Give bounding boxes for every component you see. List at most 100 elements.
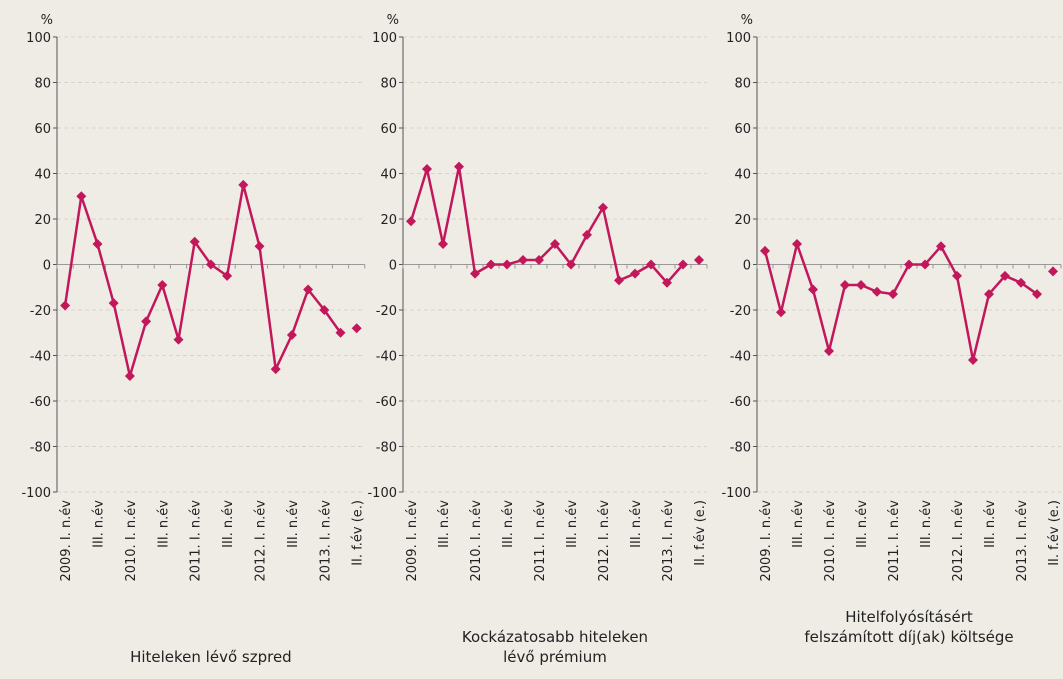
- x-tick-label: 2012. I. n.év: [254, 500, 269, 582]
- marker: [1048, 266, 1058, 277]
- unit-label: %: [387, 13, 399, 28]
- x-tick-label: 2012. I. n.év: [951, 500, 966, 582]
- panel-title: felszámított díj(ak) költsége: [804, 628, 1013, 646]
- y-tick-label: 0: [389, 259, 397, 274]
- y-tick-label: 20: [380, 213, 397, 228]
- y-tick-label: 80: [380, 77, 397, 92]
- marker: [824, 345, 834, 356]
- y-tick-label: -60: [376, 395, 397, 410]
- y-tick-label: 60: [380, 122, 397, 137]
- y-tick-label: 20: [734, 213, 751, 228]
- marker: [351, 323, 362, 334]
- panel-title: Kockázatosabb hiteleken: [462, 628, 648, 646]
- marker: [872, 286, 882, 297]
- marker: [222, 270, 233, 281]
- marker: [984, 289, 994, 300]
- marker: [76, 191, 87, 202]
- marker: [438, 239, 448, 250]
- x-tick-label: III. n.év: [565, 500, 580, 548]
- x-tick-label: III. n.év: [629, 500, 644, 548]
- y-tick-label: -60: [730, 395, 751, 410]
- x-tick-label: III. n.év: [791, 500, 806, 548]
- marker: [776, 307, 786, 318]
- x-tick-label: III. n.év: [286, 500, 301, 548]
- x-tick-label: 2010. I. n.év: [823, 500, 838, 582]
- x-tick-label: II. f.év (e.): [693, 500, 708, 566]
- x-tick-label: 2009. I. n.év: [405, 500, 420, 582]
- x-tick-label: 2011. I. n.év: [189, 500, 204, 582]
- x-tick-label: III. n.év: [92, 500, 107, 548]
- x-tick-label: 2013. I. n.év: [1015, 500, 1030, 582]
- unit-label: %: [741, 13, 753, 28]
- series-line: [63, 184, 342, 381]
- y-tick-label: 0: [743, 259, 751, 274]
- y-tick-label: -60: [30, 395, 51, 410]
- marker: [614, 275, 624, 286]
- marker: [566, 259, 576, 270]
- x-tick-label: 2010. I. n.év: [469, 500, 484, 582]
- x-tick-label: III. n.év: [501, 500, 516, 548]
- y-tick-label: 100: [372, 31, 397, 46]
- marker: [254, 241, 265, 252]
- marker: [856, 279, 866, 290]
- marker: [646, 259, 656, 270]
- marker: [454, 161, 464, 172]
- marker: [840, 279, 850, 290]
- x-tick-label: III. n.év: [437, 500, 452, 548]
- x-tick-label: III. n.év: [156, 500, 171, 548]
- y-tick-label: -80: [730, 441, 751, 456]
- y-tick-label: 60: [34, 122, 51, 137]
- y-tick-label: 20: [34, 213, 51, 228]
- marker: [1032, 289, 1042, 300]
- marker: [968, 355, 978, 366]
- marker: [598, 202, 608, 213]
- y-tick-label: -40: [376, 350, 397, 365]
- x-tick-label: III. n.év: [919, 500, 934, 548]
- marker: [470, 268, 480, 279]
- unit-label: %: [41, 13, 53, 28]
- marker: [270, 364, 281, 375]
- x-tick-label: 2013. I. n.év: [318, 500, 333, 582]
- marker: [936, 241, 946, 252]
- y-tick-label: -80: [30, 441, 51, 456]
- y-tick-label: -100: [21, 486, 51, 501]
- marker: [486, 259, 496, 270]
- marker: [141, 316, 152, 327]
- marker: [422, 163, 432, 174]
- y-tick-label: 100: [26, 31, 51, 46]
- panel-title: Hiteleken lévő szpred: [130, 648, 292, 666]
- y-tick-label: 40: [380, 168, 397, 183]
- x-tick-label: 2012. I. n.év: [597, 500, 612, 582]
- marker: [124, 370, 135, 381]
- y-tick-label: -40: [30, 350, 51, 365]
- marker: [502, 259, 512, 270]
- marker: [904, 259, 914, 270]
- y-tick-label: 100: [726, 31, 751, 46]
- marker: [630, 268, 640, 279]
- marker: [694, 254, 704, 265]
- x-tick-label: 2010. I. n.év: [124, 500, 139, 582]
- marker: [760, 245, 770, 256]
- panel-title: lévő prémium: [503, 648, 607, 666]
- x-tick-label: 2013. I. n.év: [661, 500, 676, 582]
- marker: [952, 270, 962, 281]
- y-tick-label: -40: [730, 350, 751, 365]
- marker: [205, 259, 216, 270]
- marker: [173, 334, 184, 345]
- marker: [550, 239, 560, 250]
- x-tick-label: III. n.év: [983, 500, 998, 548]
- x-tick-label: III. n.év: [855, 500, 870, 548]
- x-tick-label: II. f.év (e.): [351, 500, 366, 566]
- marker: [108, 298, 119, 309]
- marker: [92, 239, 103, 250]
- y-tick-label: 0: [43, 259, 51, 274]
- x-tick-label: 2011. I. n.év: [533, 500, 548, 582]
- y-tick-label: -80: [376, 441, 397, 456]
- y-tick-label: -100: [721, 486, 751, 501]
- y-tick-label: 60: [734, 122, 751, 137]
- y-tick-label: -20: [30, 304, 51, 319]
- marker: [157, 279, 168, 290]
- marker: [792, 239, 802, 250]
- marker: [888, 289, 898, 300]
